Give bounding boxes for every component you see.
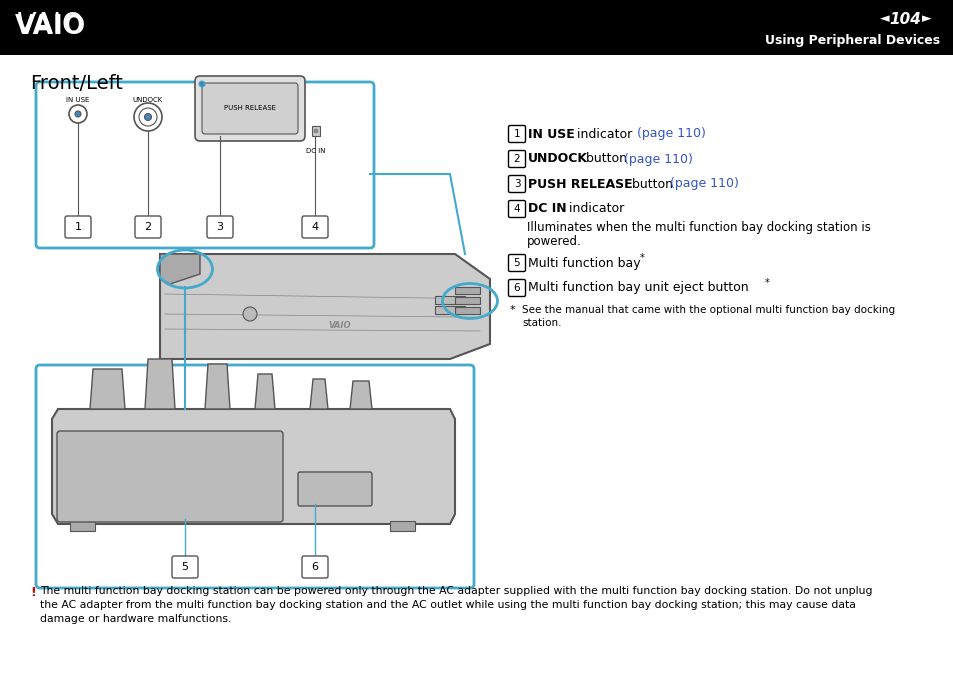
Text: indicator: indicator	[564, 202, 623, 216]
FancyBboxPatch shape	[302, 556, 328, 578]
Text: 5: 5	[181, 562, 189, 572]
Bar	[455, 297, 479, 304]
Text: IN USE: IN USE	[527, 127, 574, 140]
Text: 1: 1	[74, 222, 81, 232]
Text: The multi function bay docking station can be powered only through the AC adapte: The multi function bay docking station c…	[40, 586, 872, 596]
Text: Multi function bay unit eject button: Multi function bay unit eject button	[527, 282, 748, 295]
Text: 6: 6	[513, 283, 519, 293]
Bar	[0, 0, 953, 55]
FancyBboxPatch shape	[65, 216, 91, 238]
FancyBboxPatch shape	[57, 431, 283, 522]
Text: (page 110): (page 110)	[669, 177, 739, 191]
Circle shape	[144, 113, 152, 121]
FancyBboxPatch shape	[135, 216, 161, 238]
Text: damage or hardware malfunctions.: damage or hardware malfunctions.	[40, 614, 232, 624]
Text: 4: 4	[513, 204, 519, 214]
Text: (page 110): (page 110)	[637, 127, 705, 140]
FancyBboxPatch shape	[508, 125, 525, 142]
Polygon shape	[52, 409, 455, 524]
FancyBboxPatch shape	[508, 200, 525, 218]
Polygon shape	[310, 379, 328, 409]
Text: indicator: indicator	[573, 127, 636, 140]
FancyBboxPatch shape	[202, 83, 297, 134]
FancyBboxPatch shape	[36, 365, 474, 588]
Circle shape	[314, 129, 318, 133]
Text: VAIO: VAIO	[15, 14, 86, 40]
Bar	[312, 126, 319, 136]
Polygon shape	[145, 359, 174, 409]
FancyBboxPatch shape	[508, 255, 525, 272]
FancyBboxPatch shape	[297, 472, 372, 506]
FancyBboxPatch shape	[207, 216, 233, 238]
FancyBboxPatch shape	[302, 216, 328, 238]
Circle shape	[243, 307, 256, 321]
Text: 2: 2	[513, 154, 519, 164]
Circle shape	[199, 81, 205, 87]
FancyBboxPatch shape	[172, 556, 198, 578]
Text: VAIO: VAIO	[329, 321, 351, 330]
Text: Multi function bay: Multi function bay	[527, 257, 640, 270]
Polygon shape	[90, 369, 125, 409]
Polygon shape	[350, 381, 372, 409]
Bar	[70, 521, 95, 531]
Text: See the manual that came with the optional multi function bay docking: See the manual that came with the option…	[521, 305, 894, 315]
Polygon shape	[160, 254, 490, 359]
Text: IN USE: IN USE	[67, 97, 90, 103]
Text: Using Peripheral Devices: Using Peripheral Devices	[764, 34, 939, 47]
Bar	[390, 521, 415, 531]
Text: 4: 4	[311, 222, 318, 232]
Text: PUSH RELEASE: PUSH RELEASE	[527, 177, 632, 191]
Text: ►: ►	[921, 13, 931, 26]
FancyBboxPatch shape	[36, 82, 374, 248]
Text: button: button	[581, 152, 630, 166]
FancyBboxPatch shape	[508, 280, 525, 297]
Text: Front/Left: Front/Left	[30, 74, 123, 93]
Text: UNDOCK: UNDOCK	[527, 152, 587, 166]
Text: Illuminates when the multi function bay docking station is: Illuminates when the multi function bay …	[526, 220, 870, 233]
Bar	[455, 307, 479, 314]
Text: *: *	[510, 305, 515, 315]
Text: 1: 1	[513, 129, 519, 139]
Text: (page 110): (page 110)	[623, 152, 692, 166]
Bar	[435, 296, 464, 304]
FancyBboxPatch shape	[508, 175, 525, 193]
Circle shape	[75, 111, 81, 117]
FancyBboxPatch shape	[508, 150, 525, 168]
Text: 104: 104	[888, 11, 920, 26]
Text: ◄: ◄	[880, 13, 889, 26]
Text: DC IN: DC IN	[527, 202, 566, 216]
Text: UNDOCK: UNDOCK	[132, 97, 163, 103]
Polygon shape	[254, 374, 274, 409]
Text: *: *	[639, 253, 644, 263]
Text: button: button	[627, 177, 677, 191]
Text: 2: 2	[144, 222, 152, 232]
Text: PUSH RELEASE: PUSH RELEASE	[224, 106, 275, 111]
Bar	[435, 306, 464, 314]
FancyBboxPatch shape	[194, 76, 305, 141]
Text: station.: station.	[521, 318, 561, 328]
Bar	[455, 287, 479, 294]
Text: 5: 5	[513, 258, 519, 268]
Polygon shape	[205, 364, 230, 409]
Text: powered.: powered.	[526, 235, 581, 247]
Polygon shape	[160, 254, 200, 284]
Text: 3: 3	[216, 222, 223, 232]
Text: 6: 6	[312, 562, 318, 572]
Text: !: !	[30, 586, 35, 599]
Text: $\mathbf{\mathit{V}}$AIO: $\mathbf{\mathit{V}}$AIO	[15, 11, 83, 39]
Text: DC IN: DC IN	[306, 148, 325, 154]
Text: the AC adapter from the multi function bay docking station and the AC outlet whi: the AC adapter from the multi function b…	[40, 600, 855, 610]
Text: *: *	[764, 278, 769, 288]
Text: 3: 3	[513, 179, 519, 189]
